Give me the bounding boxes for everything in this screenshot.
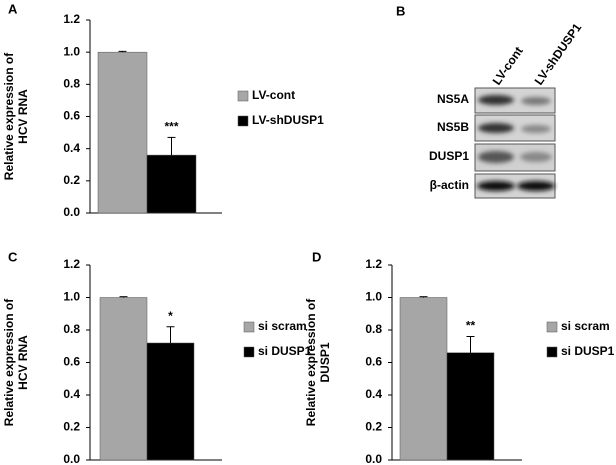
band	[520, 152, 552, 162]
band	[478, 151, 514, 163]
significance: ***	[164, 120, 178, 134]
y-tick-label: 0.4	[63, 387, 80, 401]
row-label: NS5B	[437, 120, 469, 134]
legend-swatch	[546, 321, 558, 333]
y-tick-label: 1.2	[63, 12, 80, 26]
band	[521, 125, 551, 133]
panel-label: A	[8, 1, 18, 16]
y-tick-label: 0.6	[63, 109, 80, 123]
legend-swatch	[237, 90, 249, 102]
y-tick-label: 0.8	[365, 322, 382, 336]
bar	[146, 154, 197, 214]
y-axis-label: HCV RNA	[16, 335, 30, 390]
bar	[97, 51, 148, 214]
y-axis-label: DUSP1	[318, 342, 332, 382]
y-axis-label: HCV RNA	[16, 89, 30, 144]
significance: *	[168, 309, 173, 323]
y-tick-label: 0.8	[63, 77, 80, 91]
row-label: NS5A	[437, 92, 469, 106]
y-tick-label: 0.0	[63, 205, 80, 219]
y-tick-label: 0.2	[63, 173, 80, 187]
y-axis-label: Relative expression of	[2, 52, 16, 180]
y-tick-label: 0.2	[63, 420, 80, 434]
y-axis-label: Relative expression of	[304, 298, 318, 426]
legend-label: LV-shDUSP1	[252, 113, 324, 127]
legend-label: si scram	[258, 319, 307, 333]
blot-panel: B LV-cont LV-shDUSP1 NS5A NS5B DUSP1 β-a…	[396, 3, 585, 199]
band	[478, 95, 514, 105]
y-tick-label: 1.2	[63, 257, 80, 271]
row-label: β-actin	[430, 178, 469, 192]
bar	[146, 342, 195, 461]
legend-swatch	[243, 321, 255, 333]
y-tick-label: 0.8	[63, 322, 80, 336]
lane-label: LV-shDUSP1	[532, 20, 585, 87]
bar	[446, 352, 495, 461]
y-tick-label: 0.0	[365, 452, 382, 465]
legend-label: LV-cont	[252, 88, 295, 102]
y-tick-label: 0.0	[63, 452, 80, 465]
row-label: DUSP1	[429, 149, 469, 163]
legend-label: si DUSP1	[561, 344, 615, 358]
y-tick-label: 0.6	[365, 355, 382, 369]
band	[521, 97, 551, 105]
y-tick-label: 1.0	[365, 290, 382, 304]
y-tick-label: 0.4	[365, 387, 382, 401]
bar	[399, 297, 448, 461]
y-tick-label: 0.2	[365, 420, 382, 434]
legend-swatch	[243, 346, 255, 358]
legend-swatch	[546, 346, 558, 358]
band	[477, 181, 515, 191]
legend-label: si scram	[561, 319, 610, 333]
legend-swatch	[237, 115, 249, 127]
y-tick-label: 0.6	[63, 355, 80, 369]
y-tick-label: 1.0	[63, 290, 80, 304]
panel-label: B	[396, 3, 405, 18]
y-tick-label: 1.0	[63, 44, 80, 58]
lane-label: LV-cont	[490, 44, 526, 87]
y-axis-label: Relative expression of	[2, 298, 16, 426]
y-tick-label: 1.2	[365, 257, 382, 271]
y-tick-label: 0.4	[63, 141, 80, 155]
panel-label: D	[312, 249, 321, 264]
legend-label: si DUSP1	[258, 344, 312, 358]
band	[517, 181, 555, 191]
significance: **	[466, 319, 476, 333]
bar	[99, 297, 148, 461]
panel-label: C	[8, 249, 18, 264]
band	[478, 123, 514, 133]
